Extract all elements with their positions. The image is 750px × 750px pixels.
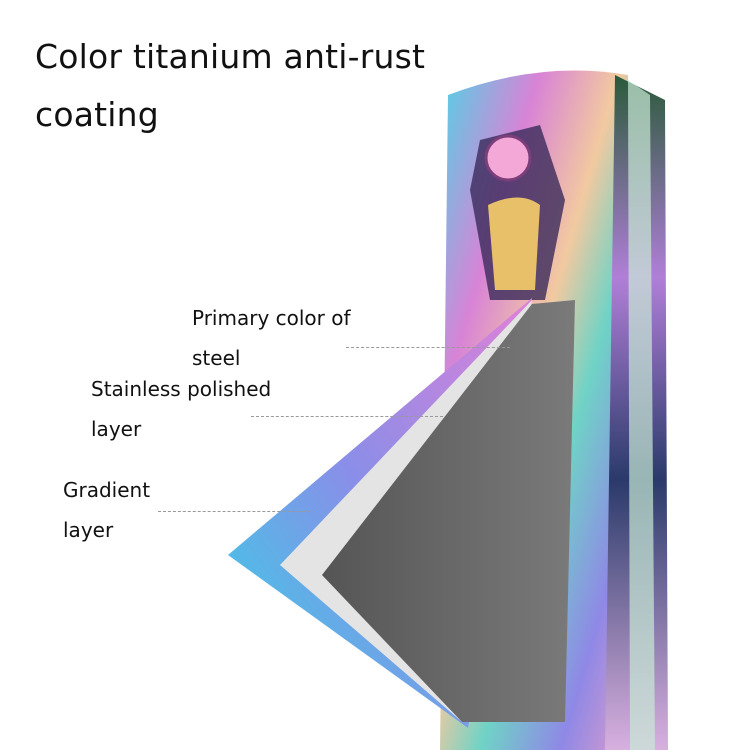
label-gradient-layer: Gradient layer (63, 470, 150, 550)
heading: Color titanium anti-rust coating (35, 37, 426, 134)
label-stainless-polished-layer: Stainless polished layer (91, 369, 271, 449)
label-line: Primary color of (192, 306, 351, 330)
label-line: layer (63, 518, 114, 542)
label-line: steel (192, 346, 241, 370)
leader-line-primary (346, 347, 510, 348)
leader-line-polished (251, 416, 443, 417)
label-line: Gradient (63, 478, 151, 502)
label-primary-color-of-steel: Primary color of steel (192, 298, 351, 378)
leader-line-gradient (158, 511, 310, 512)
label-line: layer (91, 417, 142, 441)
steel-layer-wedge (322, 300, 575, 722)
label-line: Stainless polished (91, 377, 272, 401)
